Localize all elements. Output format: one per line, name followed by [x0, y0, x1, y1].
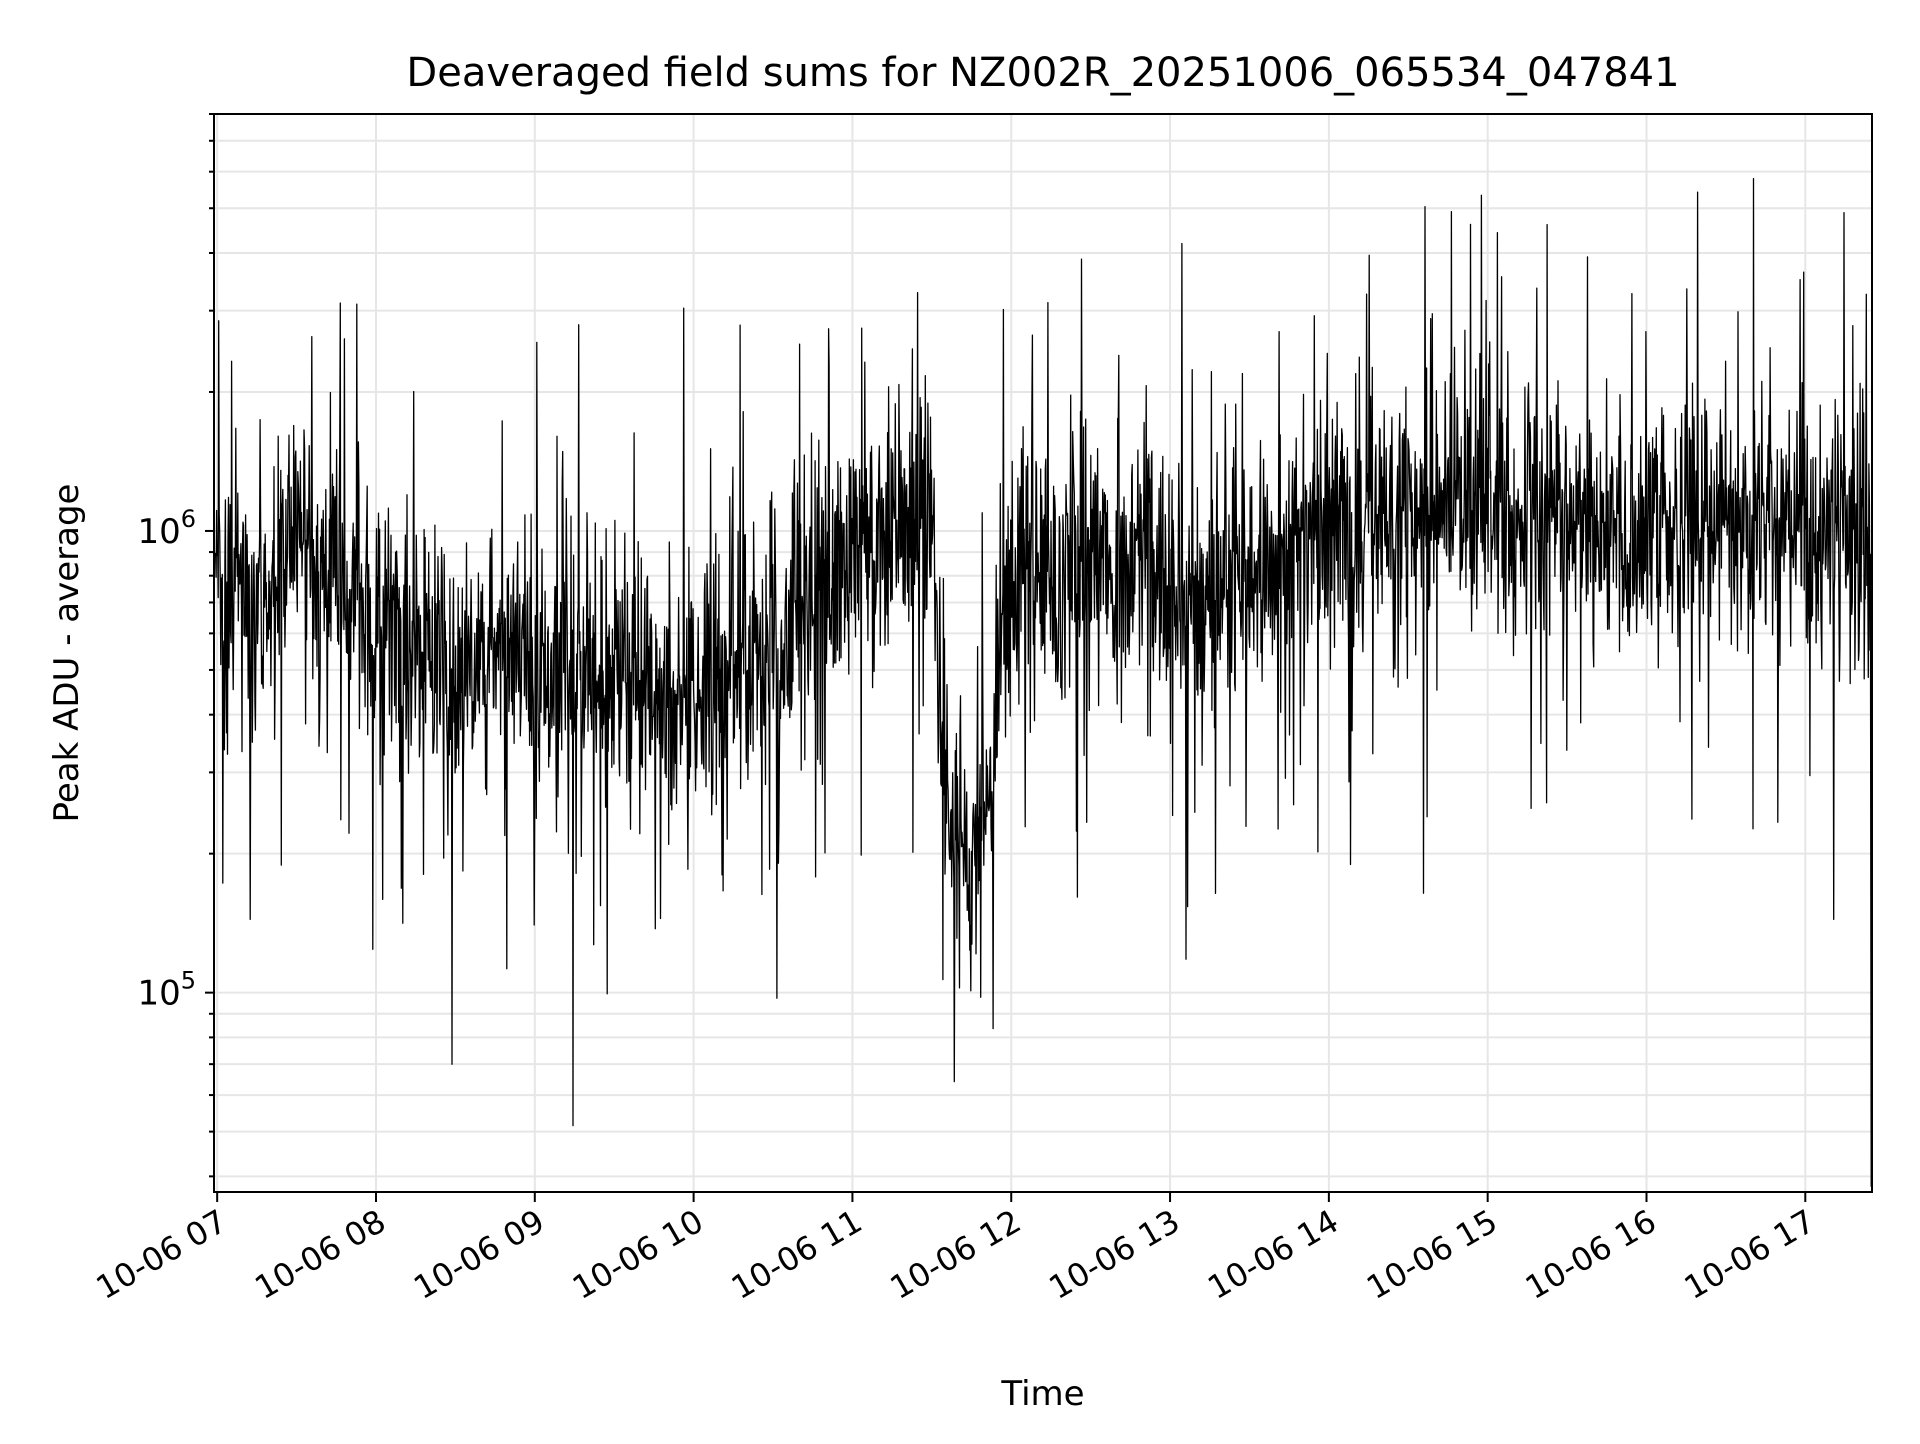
- series-line-deaveraged-field-sum: [214, 177, 1872, 1187]
- data-series: [214, 177, 1872, 1187]
- plot-area-frame: [213, 113, 1873, 1193]
- y-tick-label: 105: [137, 967, 196, 1014]
- y-tick-label: 106: [137, 505, 196, 552]
- chart-title: Deaveraged field sums for NZ002R_2025100…: [406, 50, 1679, 96]
- y-tick-exponent: 5: [181, 967, 196, 995]
- y-axis-label: Peak ADU - average: [47, 484, 87, 823]
- y-tick-base: 10: [137, 512, 180, 552]
- x-axis-label: Time: [1000, 1374, 1084, 1414]
- y-tick-base: 10: [137, 974, 180, 1014]
- y-tick-exponent: 6: [181, 505, 196, 533]
